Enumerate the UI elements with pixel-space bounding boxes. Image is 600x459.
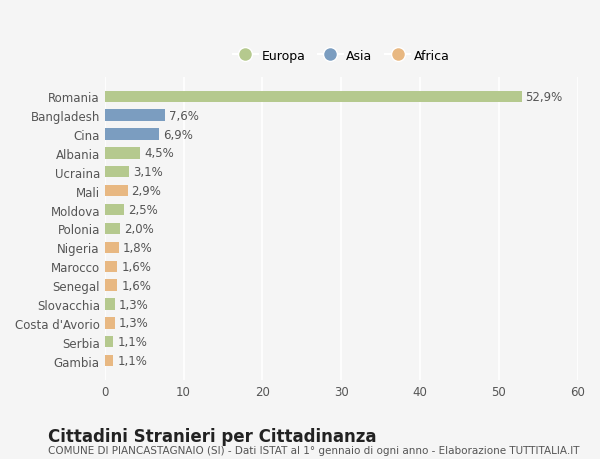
- Bar: [105, 224, 121, 235]
- Text: 1,8%: 1,8%: [123, 241, 152, 254]
- Text: 1,1%: 1,1%: [118, 354, 147, 367]
- Text: 1,3%: 1,3%: [119, 298, 149, 311]
- Bar: [105, 280, 118, 291]
- Text: 52,9%: 52,9%: [526, 90, 563, 104]
- Bar: [105, 242, 119, 253]
- Bar: [105, 336, 113, 348]
- Text: 1,6%: 1,6%: [121, 279, 151, 292]
- Text: 2,9%: 2,9%: [131, 185, 161, 198]
- Bar: [105, 185, 128, 197]
- Bar: [105, 261, 118, 272]
- Bar: [105, 299, 115, 310]
- Text: 1,6%: 1,6%: [121, 260, 151, 273]
- Bar: [105, 148, 140, 159]
- Bar: [105, 318, 115, 329]
- Text: 1,3%: 1,3%: [119, 317, 149, 330]
- Text: 4,5%: 4,5%: [144, 147, 174, 160]
- Text: 6,9%: 6,9%: [163, 128, 193, 141]
- Bar: [105, 355, 113, 367]
- Legend: Europa, Asia, Africa: Europa, Asia, Africa: [227, 45, 455, 67]
- Text: 2,0%: 2,0%: [124, 223, 154, 235]
- Bar: [105, 129, 159, 140]
- Text: 3,1%: 3,1%: [133, 166, 163, 179]
- Text: Cittadini Stranieri per Cittadinanza: Cittadini Stranieri per Cittadinanza: [48, 427, 377, 445]
- Text: 7,6%: 7,6%: [169, 109, 199, 123]
- Bar: [105, 91, 521, 103]
- Text: 2,5%: 2,5%: [128, 204, 158, 217]
- Bar: [105, 167, 129, 178]
- Bar: [105, 204, 124, 216]
- Text: COMUNE DI PIANCASTAGNAIO (SI) - Dati ISTAT al 1° gennaio di ogni anno - Elaboraz: COMUNE DI PIANCASTAGNAIO (SI) - Dati IST…: [48, 445, 580, 455]
- Bar: [105, 110, 164, 122]
- Text: 1,1%: 1,1%: [118, 336, 147, 348]
